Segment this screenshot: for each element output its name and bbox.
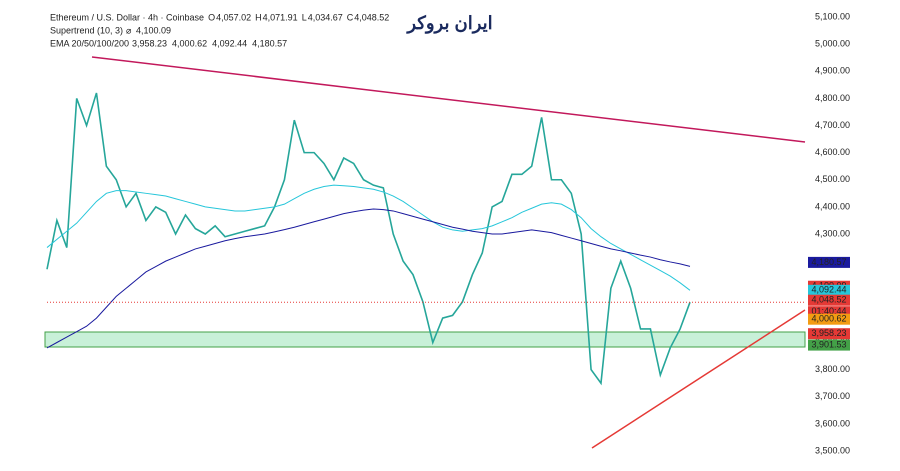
- ema-line: [46, 184, 691, 291]
- y-tick-label: 4,900.00: [815, 66, 850, 76]
- legend-text: 3,958.23: [132, 38, 167, 48]
- legend-text: 4,000.62: [172, 38, 207, 48]
- price-label: 3,958.23: [811, 328, 846, 338]
- legend-text: O: [208, 12, 215, 22]
- y-tick-label: 5,000.00: [815, 39, 850, 49]
- price-label: 4,092.44: [811, 285, 846, 295]
- legend-text: ⌀: [126, 25, 132, 35]
- legend-text: C: [347, 12, 354, 22]
- resistance-trendline: [91, 56, 806, 143]
- price-label: 4,000.62: [811, 314, 846, 324]
- y-tick-label: 5,100.00: [815, 11, 850, 21]
- logo: ایران بروکر: [405, 13, 492, 34]
- legend-text: EMA 20/50/100/200: [50, 38, 129, 48]
- y-tick-label: 4,600.00: [815, 147, 850, 157]
- price-label-box: [808, 294, 850, 306]
- y-tick-label: 3,800.00: [815, 364, 850, 374]
- legend-text: 4,034.67: [308, 12, 343, 22]
- y-tick-label: 4,700.00: [815, 120, 850, 130]
- ema-line: [46, 208, 691, 349]
- legend-text: Supertrend (10, 3): [50, 25, 123, 35]
- legend-text: Ethereum / U.S. Dollar · 4h · Coinbase: [50, 12, 204, 22]
- legend-text: L: [302, 12, 307, 22]
- y-tick-label: 4,300.00: [815, 228, 850, 238]
- price-line: [46, 92, 691, 386]
- price-label-box: [808, 328, 850, 340]
- legend-text: 4,057.02: [216, 12, 251, 22]
- countdown: 01:40:44: [811, 306, 846, 316]
- price-label-box: [808, 284, 850, 296]
- price-label-box: [808, 313, 850, 325]
- y-tick-label: 4,500.00: [815, 174, 850, 184]
- legend-text: H: [255, 12, 262, 22]
- legend-text: 4,071.91: [263, 12, 298, 22]
- y-tick-label: 4,400.00: [815, 201, 850, 211]
- price-label-box: [808, 256, 850, 268]
- y-tick-label: 3,500.00: [815, 445, 850, 455]
- y-tick-label: 3,600.00: [815, 418, 850, 428]
- y-tick-label: 3,700.00: [815, 391, 850, 401]
- price-label: 4,048.52: [811, 295, 846, 305]
- price-label: 4,180.57: [811, 257, 846, 267]
- countdown-box: [808, 306, 850, 318]
- price-label: 3,901.53: [811, 339, 846, 349]
- legend-text: 4,092.44: [212, 38, 247, 48]
- legend-text: 4,100.09: [136, 25, 171, 35]
- support-trendline: [591, 309, 806, 449]
- support-zone: [44, 331, 806, 348]
- legend-text: 4,180.57: [252, 38, 287, 48]
- price-label-box: [808, 339, 850, 351]
- legend-text: 4,048.52: [354, 12, 389, 22]
- y-tick-label: 4,800.00: [815, 93, 850, 103]
